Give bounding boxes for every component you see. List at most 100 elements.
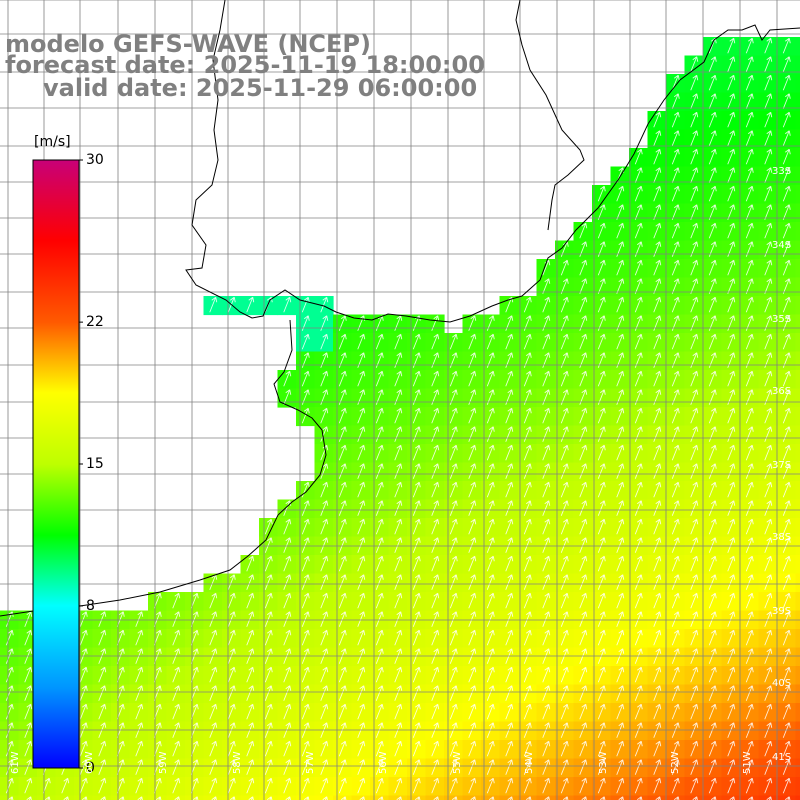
wind-arrow xyxy=(338,555,347,572)
wind-arrow xyxy=(246,629,255,646)
wind-arrow xyxy=(486,666,495,683)
wind-arrow xyxy=(303,796,310,800)
wind-cell xyxy=(610,407,630,427)
wind-cell xyxy=(721,462,741,482)
wind-cell xyxy=(536,333,556,353)
wind-cell xyxy=(795,259,800,279)
wind-cell xyxy=(703,166,723,186)
wind-cell xyxy=(499,758,519,778)
wind-arrow xyxy=(357,666,366,683)
wind-cell xyxy=(647,555,667,575)
wind-cell xyxy=(795,166,800,186)
wind-arrow xyxy=(375,592,384,609)
wind-arrow xyxy=(486,518,495,535)
wind-arrow xyxy=(375,685,384,701)
wind-cell xyxy=(240,647,260,667)
wind-cell xyxy=(296,499,316,519)
wind-cell xyxy=(203,592,223,612)
wind-arrow xyxy=(394,370,403,387)
wind-cell xyxy=(277,684,297,704)
wind-cell xyxy=(555,684,575,704)
wind-cell xyxy=(148,629,168,649)
wind-cell xyxy=(777,425,797,445)
wind-cell xyxy=(703,481,723,501)
wind-cell xyxy=(573,555,593,575)
wind-arrow xyxy=(745,592,754,609)
wind-arrow xyxy=(690,148,699,165)
wind-arrow xyxy=(542,777,551,794)
wind-arrow xyxy=(560,555,569,572)
wind-arrow xyxy=(172,777,181,794)
wind-cell xyxy=(795,55,800,75)
wind-arrow xyxy=(227,740,236,757)
wind-arrow xyxy=(708,574,717,590)
colorbar-unit: [m/s] xyxy=(34,134,71,150)
wind-arrow xyxy=(320,629,329,646)
wind-arrow xyxy=(375,500,384,516)
wind-cell xyxy=(129,647,149,667)
wind-arrow xyxy=(745,481,754,498)
wind-arrow xyxy=(653,500,662,516)
wind-cell xyxy=(407,518,427,538)
colorbar-tick-label: 22 xyxy=(86,314,104,331)
wind-arrow xyxy=(412,629,421,646)
wind-cell xyxy=(795,444,800,464)
wind-cell xyxy=(481,573,501,593)
wind-cell xyxy=(795,148,800,168)
wind-cell xyxy=(777,684,797,704)
wind-cell xyxy=(333,499,353,519)
wind-arrow xyxy=(338,574,347,590)
wind-cell xyxy=(610,573,630,593)
wind-arrow xyxy=(338,703,347,720)
wind-cell xyxy=(425,684,445,704)
wind-arrow xyxy=(634,777,643,794)
wind-cell xyxy=(629,629,649,649)
wind-cell xyxy=(758,148,778,168)
wind-cell xyxy=(573,481,593,501)
wind-cell xyxy=(333,666,353,686)
wind-cell xyxy=(388,425,408,445)
wind-arrow xyxy=(653,296,662,313)
wind-cell xyxy=(407,407,427,427)
wind-cell xyxy=(592,185,612,205)
wind-cell xyxy=(0,721,20,741)
wind-arrow xyxy=(375,666,384,683)
wind-arrow xyxy=(671,703,680,720)
wind-arrow xyxy=(710,796,717,800)
wind-arrow xyxy=(227,777,236,794)
wind-arrow xyxy=(782,463,791,479)
wind-arrow xyxy=(5,703,14,720)
wind-arrow xyxy=(264,703,273,720)
wind-cell xyxy=(610,444,630,464)
wind-cell xyxy=(129,758,149,778)
wind-arrow xyxy=(505,703,514,720)
wind-cell xyxy=(296,666,316,686)
wind-cell xyxy=(296,592,316,612)
wind-arrow xyxy=(764,333,773,350)
wind-cell xyxy=(388,388,408,408)
wind-cell xyxy=(666,684,686,704)
wind-arrow xyxy=(523,463,532,479)
wind-arrow xyxy=(782,222,791,239)
wind-arrow xyxy=(44,796,51,800)
wind-cell xyxy=(499,407,519,427)
wind-cell xyxy=(462,666,482,686)
wind-arrow xyxy=(468,407,477,424)
wind-cell xyxy=(684,259,704,279)
wind-cell xyxy=(296,333,316,353)
wind-arrow xyxy=(727,296,736,313)
wind-cell xyxy=(573,777,593,797)
wind-cell xyxy=(111,703,131,723)
wind-arrow xyxy=(283,740,292,757)
wind-cell xyxy=(518,462,538,482)
wind-cell xyxy=(610,795,630,800)
wind-arrow xyxy=(782,518,791,535)
wind-arrow xyxy=(782,740,791,757)
wind-arrow xyxy=(708,592,717,609)
wind-cell xyxy=(351,721,371,741)
wind-arrow xyxy=(653,685,662,701)
wind-cell xyxy=(740,111,760,131)
wind-cell xyxy=(666,629,686,649)
wind-cell xyxy=(407,795,427,800)
wind-arrow xyxy=(782,500,791,516)
